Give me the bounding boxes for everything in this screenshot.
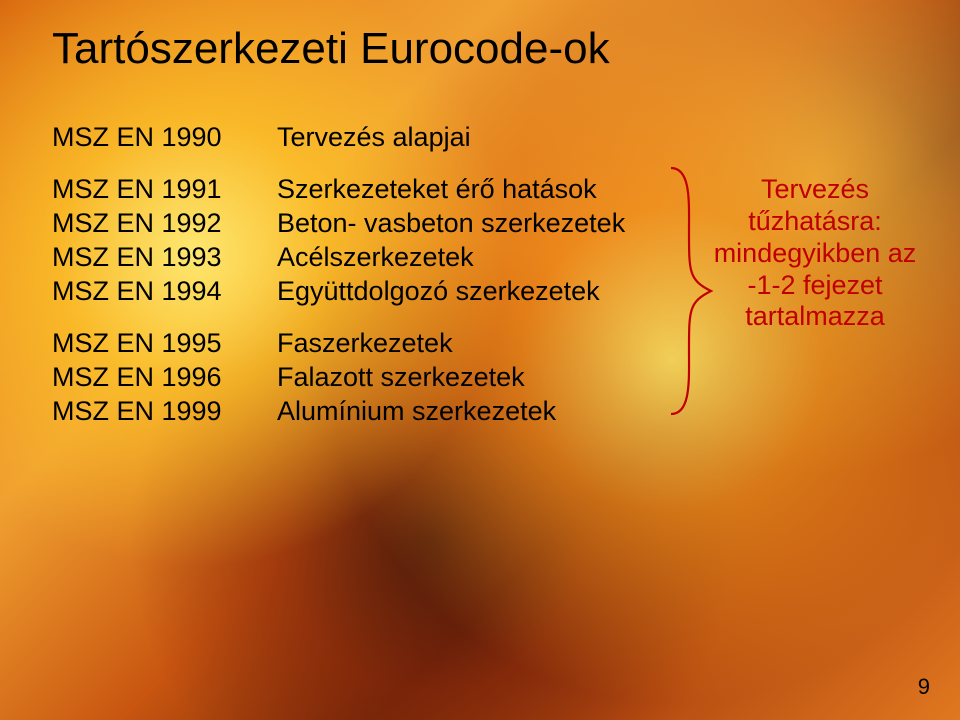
slide-title: Tartószerkezeti Eurocode-ok (52, 24, 610, 74)
code-text: MSZ EN 1992 (52, 208, 222, 239)
annotation-line: tartalmazza (700, 301, 930, 333)
code-text: MSZ EN 1991 (52, 174, 222, 205)
desc-text: Beton- vasbeton szerkezetek (277, 208, 625, 239)
desc-text: Alumínium szerkezetek (277, 396, 556, 427)
row-gap (52, 156, 277, 174)
desc-row: Beton- vasbeton szerkezetek (277, 208, 677, 242)
code-row: MSZ EN 1999 (52, 396, 277, 430)
desc-row: Tervezés alapjai (277, 122, 677, 156)
desc-text: Acélszerkezetek (277, 242, 474, 273)
code-text: MSZ EN 1993 (52, 242, 222, 273)
annotation-line: Tervezés (700, 174, 930, 206)
code-row: MSZ EN 1994 (52, 276, 277, 310)
code-row: MSZ EN 1992 (52, 208, 277, 242)
codes-column: MSZ EN 1990 MSZ EN 1991 MSZ EN 1992 MSZ … (52, 122, 277, 430)
desc-text: Szerkezeteket érő hatások (277, 174, 597, 205)
code-row: MSZ EN 1993 (52, 242, 277, 276)
code-text: MSZ EN 1996 (52, 362, 222, 393)
annotation-line: -1-2 fejezet (700, 270, 930, 302)
desc-text: Faszerkezetek (277, 328, 453, 359)
code-row: MSZ EN 1991 (52, 174, 277, 208)
page-number: 9 (918, 674, 930, 700)
desc-row: Faszerkezetek (277, 328, 677, 362)
code-row: MSZ EN 1990 (52, 122, 277, 156)
row-gap (277, 310, 677, 328)
slide: Tartószerkezeti Eurocode-ok MSZ EN 1990 … (0, 0, 960, 720)
desc-text: Falazott szerkezetek (277, 362, 525, 393)
row-gap (52, 310, 277, 328)
annotation-line: mindegyikben az (700, 238, 930, 270)
code-text: MSZ EN 1990 (52, 122, 222, 153)
desc-row: Acélszerkezetek (277, 242, 677, 276)
code-text: MSZ EN 1994 (52, 276, 222, 307)
code-row: MSZ EN 1996 (52, 362, 277, 396)
code-text: MSZ EN 1999 (52, 396, 222, 427)
row-gap (277, 156, 677, 174)
desc-row: Falazott szerkezetek (277, 362, 677, 396)
desc-row: Alumínium szerkezetek (277, 396, 677, 430)
content-block: MSZ EN 1990 MSZ EN 1991 MSZ EN 1992 MSZ … (52, 122, 723, 430)
desc-row: Együttdolgozó szerkezetek (277, 276, 677, 310)
desc-text: Tervezés alapjai (277, 122, 471, 153)
annotation-line: tűzhatásra: (700, 206, 930, 238)
descriptions-column: Tervezés alapjai Szerkezeteket érő hatás… (277, 122, 677, 430)
desc-text: Együttdolgozó szerkezetek (277, 276, 600, 307)
code-row: MSZ EN 1995 (52, 328, 277, 362)
code-text: MSZ EN 1995 (52, 328, 222, 359)
desc-row: Szerkezeteket érő hatások (277, 174, 677, 208)
annotation-text: Tervezés tűzhatásra: mindegyikben az -1-… (700, 174, 930, 333)
